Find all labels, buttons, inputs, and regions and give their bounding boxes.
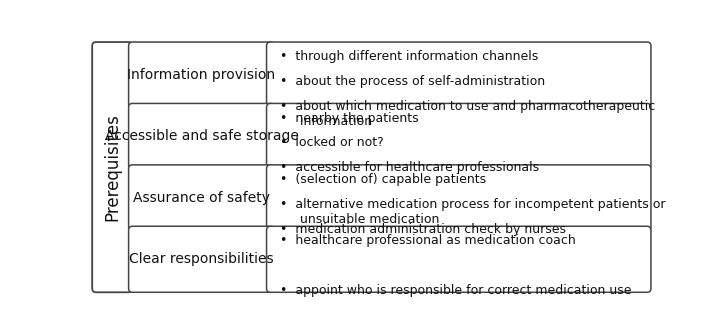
Text: •  through different information channels: • through different information channels bbox=[280, 50, 538, 63]
Text: •  about which medication to use and pharmacotherapeutic
     information: • about which medication to use and phar… bbox=[280, 100, 655, 128]
Text: •  nearby the patients: • nearby the patients bbox=[280, 112, 418, 124]
FancyBboxPatch shape bbox=[267, 165, 651, 231]
FancyBboxPatch shape bbox=[128, 226, 274, 292]
Text: •  about the process of self-administration: • about the process of self-administrati… bbox=[280, 75, 545, 88]
Text: Clear responsibilities: Clear responsibilities bbox=[129, 252, 274, 266]
Text: •  medication administration check by nurses: • medication administration check by nur… bbox=[280, 223, 566, 236]
Text: •  accessible for healthcare professionals: • accessible for healthcare professional… bbox=[280, 162, 539, 174]
Text: •  healthcare professional as medication coach: • healthcare professional as medication … bbox=[280, 234, 576, 247]
Text: Assurance of safety: Assurance of safety bbox=[133, 191, 270, 205]
Text: Accessible and safe storage: Accessible and safe storage bbox=[104, 129, 299, 143]
Text: Prerequisites: Prerequisites bbox=[104, 113, 121, 221]
Text: •  locked or not?: • locked or not? bbox=[280, 136, 384, 150]
Text: Information provision: Information provision bbox=[128, 68, 276, 82]
FancyBboxPatch shape bbox=[128, 165, 274, 231]
FancyBboxPatch shape bbox=[267, 42, 651, 108]
FancyBboxPatch shape bbox=[128, 103, 274, 169]
FancyBboxPatch shape bbox=[92, 42, 133, 292]
FancyBboxPatch shape bbox=[267, 226, 651, 292]
FancyBboxPatch shape bbox=[267, 103, 651, 169]
Text: •  alternative medication process for incompetent patients or
     unsuitable me: • alternative medication process for inc… bbox=[280, 198, 666, 226]
Text: •  (selection of) capable patients: • (selection of) capable patients bbox=[280, 173, 486, 186]
FancyBboxPatch shape bbox=[128, 42, 274, 108]
Text: •  appoint who is responsible for correct medication use: • appoint who is responsible for correct… bbox=[280, 284, 631, 297]
